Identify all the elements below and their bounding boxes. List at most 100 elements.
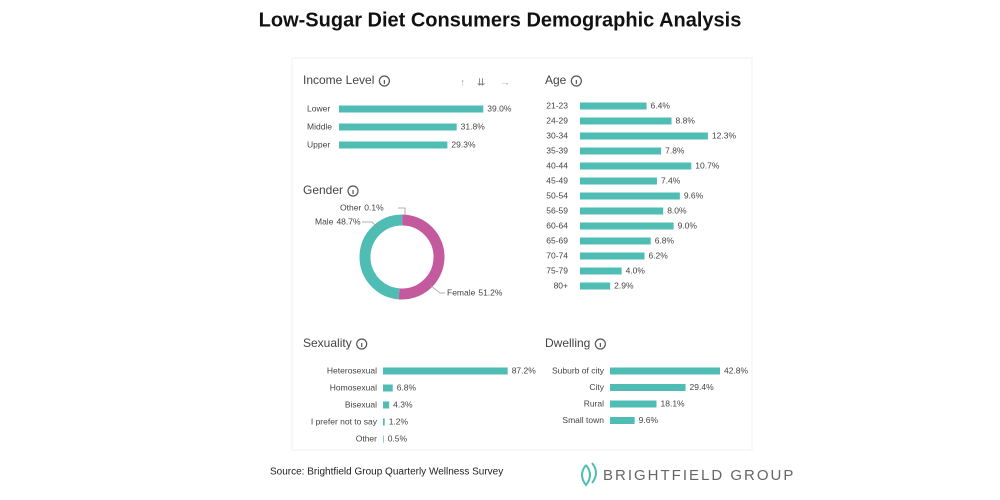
value-label: 42.8%: [724, 365, 749, 375]
value-label: 2.9%: [614, 280, 634, 290]
category-label: Heterosexual: [327, 365, 377, 375]
category-label: Lower: [307, 103, 330, 113]
category-label: Other: [340, 202, 361, 212]
category-label: Small town: [562, 415, 604, 425]
value-label: 31.8%: [461, 121, 486, 131]
value-label: 29.3%: [451, 139, 476, 149]
category-label: Female: [447, 287, 476, 297]
category-label: Suburb of city: [552, 365, 605, 375]
category-label: 21-23: [546, 100, 568, 110]
bar: [580, 132, 708, 140]
bar: [339, 141, 448, 149]
sort-icons: ↑ ⇊ →: [460, 78, 510, 89]
value-label: 48.7%: [336, 216, 361, 226]
bar: [580, 207, 664, 215]
bar: [610, 400, 657, 408]
value-label: 6.4%: [651, 100, 671, 110]
category-label: 60-64: [546, 220, 568, 230]
svg-text:→: →: [500, 78, 510, 89]
brand-name: BRIGHTFIELD GROUP: [603, 467, 795, 484]
donut-segment: [398, 214, 445, 300]
value-label: 8.0%: [667, 205, 687, 215]
bar: [580, 237, 651, 245]
value-label: 8.8%: [676, 115, 696, 125]
category-label: 50-54: [546, 190, 568, 200]
panel-title: Sexuality: [303, 336, 352, 350]
bar: [383, 367, 508, 375]
svg-text:⇊: ⇊: [477, 78, 485, 89]
leader-line: [362, 221, 379, 229]
page-title: Low-Sugar Diet Consumers Demographic Ana…: [259, 9, 742, 31]
info-icon: [378, 75, 390, 87]
category-label: 75-79: [546, 265, 568, 275]
category-label: 70-74: [546, 250, 568, 260]
value-label: 10.7%: [695, 160, 720, 170]
value-label: 87.2%: [512, 365, 537, 375]
category-label: Homosexual: [330, 382, 377, 392]
category-label: Rural: [584, 398, 604, 408]
bar: [580, 252, 645, 260]
value-label: 9.6%: [684, 190, 704, 200]
value-label: 29.4%: [690, 382, 715, 392]
value-label: 6.8%: [397, 382, 417, 392]
bar: [383, 401, 390, 409]
bar: [580, 117, 672, 125]
category-label: 24-29: [546, 115, 568, 125]
panel-title: Income Level: [303, 73, 374, 87]
brand-logo: [581, 462, 597, 487]
info-icon: [594, 338, 606, 350]
category-label: 65-69: [546, 235, 568, 245]
category-label: Male: [315, 216, 334, 226]
category-label: 30-34: [546, 130, 568, 140]
bar: [580, 177, 657, 185]
bar: [580, 192, 680, 200]
info-icon: [570, 75, 582, 87]
category-label: Upper: [307, 139, 330, 149]
category-label: 35-39: [546, 145, 568, 155]
panel-title: Dwelling: [545, 336, 590, 350]
bar: [580, 102, 647, 110]
value-label: 39.0%: [487, 103, 512, 113]
category-label: 40-44: [546, 160, 568, 170]
bar: [610, 384, 686, 391]
donut-segment: [359, 214, 403, 300]
category-label: 56-59: [546, 205, 568, 215]
value-label: 7.8%: [665, 145, 685, 155]
bar: [383, 384, 393, 392]
bar: [610, 367, 720, 375]
bar: [580, 282, 611, 290]
bar: [580, 267, 622, 275]
value-label: 4.0%: [626, 265, 646, 275]
value-label: 9.6%: [639, 415, 659, 425]
value-label: 1.2%: [389, 416, 409, 426]
value-label: 7.4%: [661, 175, 681, 185]
value-label: 18.1%: [661, 398, 686, 408]
value-label: 0.5%: [388, 433, 408, 443]
bar: [580, 162, 692, 170]
info-icon: [356, 338, 368, 350]
category-label: 45-49: [546, 175, 568, 185]
info-icon: [347, 185, 359, 197]
value-label: 9.0%: [678, 220, 698, 230]
category-label: 80+: [554, 280, 568, 290]
category-label: Other: [356, 433, 377, 443]
bar: [383, 435, 384, 443]
value-label: 6.2%: [648, 250, 668, 260]
value-label: 4.3%: [393, 399, 413, 409]
bar: [580, 147, 662, 155]
value-label: 12.3%: [712, 130, 737, 140]
category-label: I prefer not to say: [311, 416, 378, 426]
panel-title: Gender: [303, 183, 343, 197]
bar: [580, 222, 674, 230]
svg-text:↑: ↑: [460, 78, 465, 89]
source-note: Source: Brightfield Group Quarterly Well…: [270, 467, 503, 478]
leader-line: [429, 284, 445, 294]
category-label: City: [589, 382, 604, 392]
bar: [383, 418, 385, 426]
category-label: Bisexual: [345, 399, 377, 409]
value-label: 6.8%: [655, 235, 675, 245]
bar: [610, 417, 635, 424]
category-label: Middle: [307, 121, 332, 131]
value-label: 0.1%: [364, 202, 384, 212]
